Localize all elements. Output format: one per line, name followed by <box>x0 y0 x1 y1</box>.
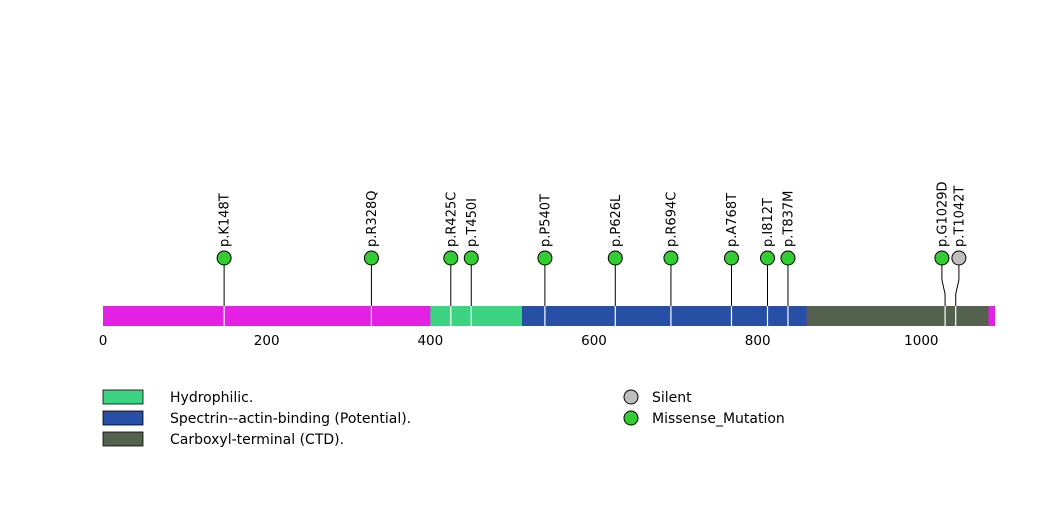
mutation-stick <box>941 258 946 306</box>
mutation-label: p.R425C <box>444 192 459 247</box>
mutation-circle <box>723 250 739 266</box>
mutation-circle <box>607 250 623 266</box>
mutation-label: p.K148T <box>218 193 233 247</box>
legend-domain-swatch <box>102 410 144 426</box>
mutation-label: p.P626L <box>609 194 624 247</box>
mutation-circle <box>463 250 479 266</box>
legend-mutation-label: Missense_Mutation <box>652 411 785 427</box>
legend-mutation-label: Silent <box>652 390 692 406</box>
mutation-label: p.P540T <box>538 194 553 247</box>
legend-domain-swatch <box>102 431 144 447</box>
legend-mutation-swatch <box>623 389 639 405</box>
legend-domain-label: Carboxyl-terminal (CTD). <box>170 432 344 448</box>
mutation-circle <box>537 250 553 266</box>
domain-rect <box>521 306 807 326</box>
legend-domain-label: Hydrophilic. <box>170 390 253 406</box>
legend-mutation-swatch <box>623 410 639 426</box>
domain-rect <box>806 306 989 326</box>
mutation-circle <box>363 250 379 266</box>
mutation-label: p.I812T <box>761 198 776 247</box>
mutation-circle <box>216 250 232 266</box>
mutation-label: p.A768T <box>725 193 740 247</box>
mutation-label: p.R694C <box>664 192 679 247</box>
legend-domain-swatch <box>102 389 144 405</box>
x-axis-tick-label: 200 <box>254 333 280 349</box>
mutation-label: p.G1029D <box>935 181 950 247</box>
mutation-label: p.T450I <box>465 198 480 247</box>
mutation-circle <box>663 250 679 266</box>
x-axis-tick-label: 600 <box>581 333 607 349</box>
x-axis-tick-label: 400 <box>417 333 443 349</box>
mutation-label: p.T1042T <box>952 186 967 247</box>
x-axis-tick-label: 800 <box>745 333 771 349</box>
mutation-label: p.T837M <box>781 191 796 247</box>
mutation-circle <box>951 250 967 266</box>
domain-rect <box>430 306 522 326</box>
mutation-sticks-layer <box>223 258 960 306</box>
mutation-stick <box>955 258 960 306</box>
mutation-circle <box>934 250 950 266</box>
x-axis-tick-label: 0 <box>99 333 108 349</box>
mutation-circle <box>780 250 796 266</box>
x-axis-tick-label: 1000 <box>904 333 938 349</box>
mutation-circle <box>443 250 459 266</box>
mutation-circle <box>759 250 775 266</box>
legend-domain-label: Spectrin--actin-binding (Potential). <box>170 411 411 427</box>
mutation-label: p.R328Q <box>365 191 380 247</box>
